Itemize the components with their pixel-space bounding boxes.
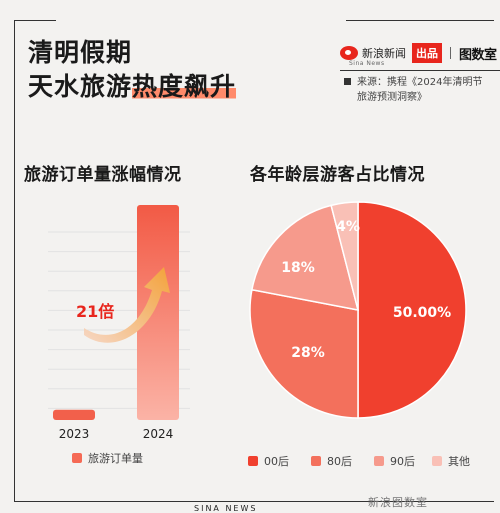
source-divider	[340, 70, 500, 71]
footer-brand: SINA NEWS	[190, 504, 262, 513]
bar-chart: 2023 2024 21倍	[48, 205, 190, 441]
title-line-2a: 天水旅游	[28, 72, 133, 101]
bar-tick-label: 2024	[143, 427, 174, 441]
brand-name: 新浪新闻	[362, 47, 406, 60]
bar-legend-label: 旅游订单量	[88, 452, 143, 465]
partner-logo: 图数室	[459, 47, 497, 63]
footer-watermark: 新浪图数室	[368, 496, 428, 509]
pie-legend-label: 其他	[448, 455, 470, 468]
source-note: 来源：携程《2024年清明节 旅游预测洞察》	[344, 75, 494, 105]
pie-legend-swatch	[432, 456, 442, 466]
pie-slice-00后	[357, 201, 467, 419]
bar-chart-title: 旅游订单量涨幅情况	[24, 165, 182, 185]
pie-slice-90后	[251, 204, 360, 311]
source-line-1: 来源：携程《2024年清明节	[357, 77, 483, 88]
bar-legend: 旅游订单量	[72, 450, 143, 466]
pie-legend-label: 00后	[264, 455, 289, 468]
pie-legend-item: 90后	[374, 453, 415, 469]
pie-legend-label: 90后	[390, 455, 415, 468]
pie-data-label: 18%	[281, 260, 315, 276]
source-line-2: 旅游预测洞察》	[357, 92, 427, 103]
pie-slice-80后	[249, 288, 359, 419]
pie-slice-其他	[330, 201, 359, 311]
pie-legend-swatch	[374, 456, 384, 466]
page-title: 清明假期 天水旅游热度飙升	[28, 36, 237, 104]
brand-divider	[450, 47, 451, 59]
brand-badge: 出品	[412, 43, 442, 63]
brand-subtitle: Sina News	[349, 60, 385, 67]
pie-data-label: 50.00%	[393, 305, 451, 321]
pie-legend-item: 其他	[432, 453, 470, 469]
bar-legend-swatch	[72, 453, 82, 463]
pie-legend-item: 80后	[311, 453, 352, 469]
pie-data-label: 4%	[336, 219, 360, 235]
pie-chart: 50.00% 28% 18% 4%	[249, 201, 467, 419]
pie-legend-swatch	[311, 456, 321, 466]
pie-chart-title: 各年龄层游客占比情况	[250, 165, 425, 185]
pie-legend-label: 80后	[327, 455, 352, 468]
bar-2024	[137, 205, 179, 420]
growth-arrow-icon	[84, 267, 170, 343]
sina-logo-icon	[340, 46, 358, 60]
title-highlight: 热度飙升	[132, 72, 237, 101]
pie-legend-swatch	[248, 456, 258, 466]
bar-2023	[53, 409, 95, 420]
title-line-2: 天水旅游热度飙升	[28, 70, 237, 104]
growth-annotation: 21倍	[76, 302, 114, 321]
title-line-1: 清明假期	[28, 38, 133, 67]
pie-legend-item: 00后	[248, 453, 289, 469]
pie-data-label: 28%	[291, 345, 325, 361]
bar-tick-label: 2023	[59, 427, 90, 441]
brand-bar: 新浪新闻 出品 图数室	[340, 43, 497, 63]
